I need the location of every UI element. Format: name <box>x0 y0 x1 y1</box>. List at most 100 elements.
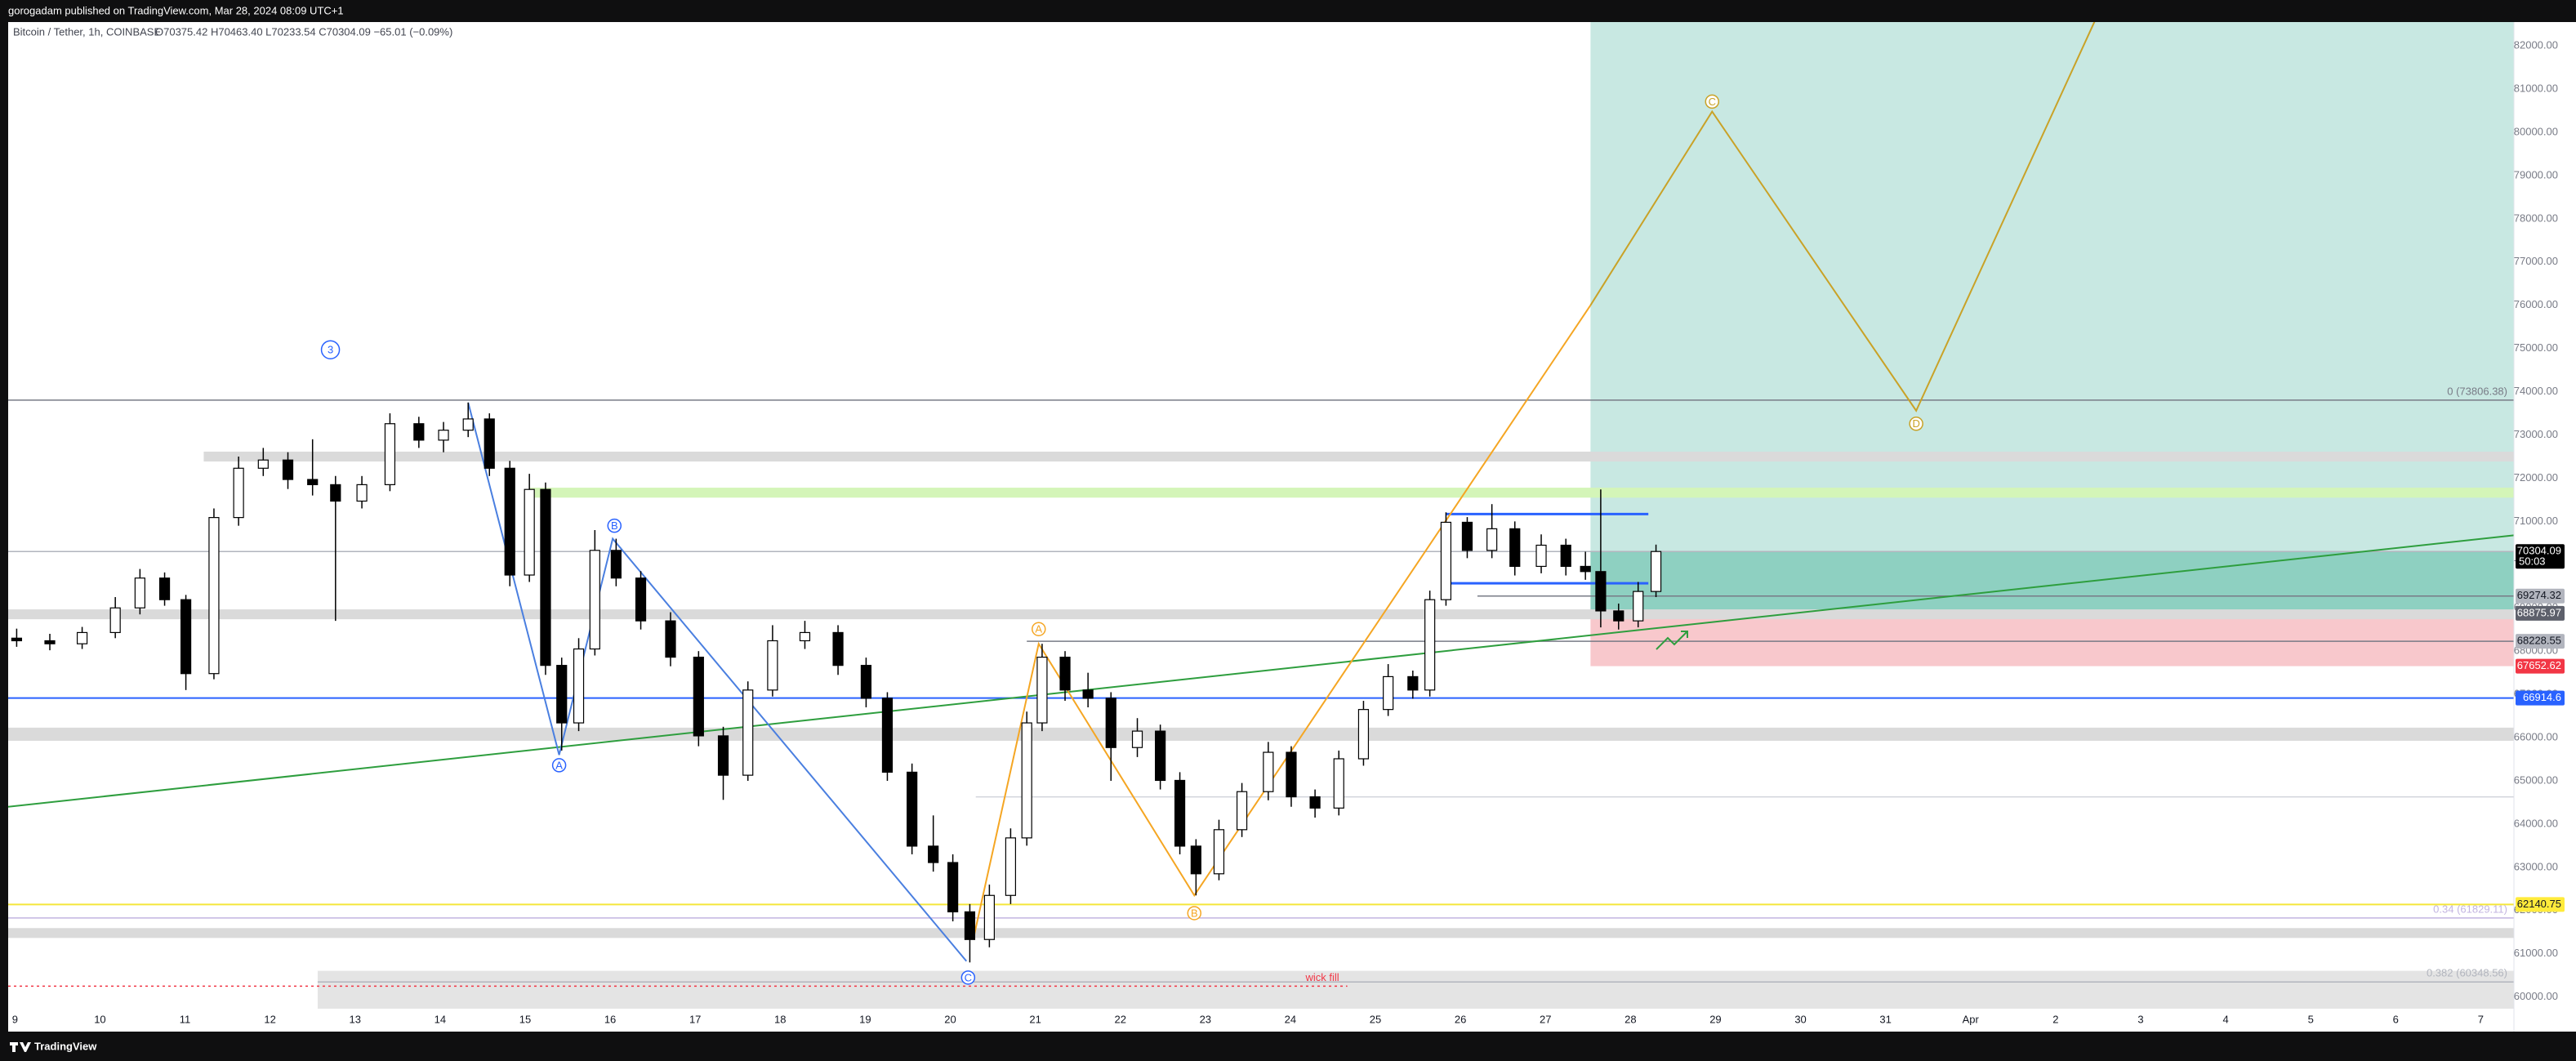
x-tick-label: 2 <box>2052 1013 2058 1025</box>
price-tag-label: 67652.62 <box>2517 659 2561 671</box>
candle-body <box>589 550 600 650</box>
candle-body <box>907 771 918 847</box>
candle-body <box>1535 544 1547 568</box>
x-tick-label: 19 <box>859 1013 871 1025</box>
wave-circle <box>1187 906 1202 921</box>
candle-body <box>665 620 676 658</box>
y-tick-label: 73000.00 <box>2514 428 2558 440</box>
candle-body <box>799 631 811 642</box>
plot: 0 (73806.38) 0.34 (61829.11) 0.382 (60348.… <box>8 22 2514 1009</box>
loss-zone <box>1590 613 2514 666</box>
candle-body <box>635 577 647 622</box>
y-tick-label: 81000.00 <box>2514 82 2558 94</box>
y-tick-label: 75000.00 <box>2514 341 2558 354</box>
wave-circle <box>320 340 341 359</box>
candle-body <box>1309 796 1321 809</box>
x-tick-label: 31 <box>1879 1013 1891 1025</box>
wave-circle <box>1705 94 1720 109</box>
x-tick-label: 23 <box>1200 1013 1211 1025</box>
zone-band <box>8 727 2514 741</box>
candle-body <box>413 423 425 441</box>
candle-body <box>1174 779 1186 847</box>
wave-label: D <box>1912 417 1919 430</box>
x-tick-label: 14 <box>435 1013 446 1025</box>
price-tag-label: 62140.75 <box>2517 898 2561 910</box>
wave-label: A <box>1035 623 1042 635</box>
y-tick-label: 74000.00 <box>2514 385 2558 397</box>
candle-body <box>282 459 294 480</box>
candle-body <box>1650 551 1662 592</box>
y-tick-label: 60000.00 <box>2514 990 2558 1002</box>
candle-body <box>540 488 551 666</box>
candle-body <box>1595 571 1607 612</box>
price-tag <box>2516 658 2565 674</box>
price-tag-timer: 50:03 <box>2519 555 2546 568</box>
price-tag <box>2516 605 2565 621</box>
candle-body <box>330 484 341 502</box>
candle-body <box>356 484 368 502</box>
candle-body <box>504 467 515 576</box>
x-tick-label: 27 <box>1540 1013 1551 1025</box>
candle-body <box>1263 751 1274 792</box>
y-tick-label: 78000.00 <box>2514 212 2558 224</box>
candle-body <box>1036 656 1048 724</box>
candle-body <box>832 631 844 666</box>
candle-body <box>767 640 778 691</box>
candle-body <box>881 698 894 773</box>
arrow <box>1656 631 1688 650</box>
x-tick-label: 30 <box>1794 1013 1806 1025</box>
byline: gorogadam published on TradingView.com, … <box>8 4 344 16</box>
x-tick-label: 12 <box>264 1013 275 1025</box>
price-tag <box>2516 588 2565 604</box>
y-tick-label: 71000.00 <box>2514 515 2558 527</box>
candle-body <box>947 862 959 912</box>
y-tick-label: 64000.00 <box>2514 817 2558 829</box>
candle-body <box>610 550 622 579</box>
y-tick-label: 61000.00 <box>2514 947 2558 959</box>
candle-body <box>1213 829 1225 875</box>
candle-body <box>11 637 23 642</box>
x-tick-label: 25 <box>1370 1013 1381 1025</box>
symbol: Bitcoin / Tether, 1h, COINBASE <box>13 25 161 38</box>
candle-body <box>524 488 535 576</box>
wave-label: C <box>965 971 972 983</box>
candle-body <box>1190 845 1201 875</box>
price-tag <box>2516 544 2565 569</box>
x-tick-label: 28 <box>1624 1013 1636 1025</box>
price-tag <box>2516 897 2565 912</box>
candle-body <box>1486 528 1498 551</box>
x-tick-label: 7 <box>2478 1013 2484 1025</box>
level-label: wick fill <box>1304 971 1339 983</box>
candle-body <box>1440 521 1452 600</box>
wave-circle <box>960 970 976 985</box>
y-tick-label: 82000.00 <box>2514 39 2558 51</box>
candle-body <box>1461 521 1473 551</box>
profit-zone <box>1590 22 2514 613</box>
zone-band <box>8 609 2514 620</box>
price-tag-label: 69274.32 <box>2517 589 2561 601</box>
ohlc: O70375.42 H70463.40 L70233.54 C70304.09 … <box>155 25 452 38</box>
y-tick-label: 63000.00 <box>2514 860 2558 872</box>
wave-label: B <box>611 519 618 532</box>
x-tick-label: 11 <box>180 1013 191 1025</box>
candle-body <box>384 423 396 485</box>
x-tick-label: 15 <box>519 1013 531 1025</box>
level-label: 0.34 (61829.11) <box>2433 903 2507 915</box>
candle-body <box>1383 675 1394 711</box>
candle-body <box>1105 698 1116 748</box>
x-tick-label: 9 <box>12 1013 18 1025</box>
candle-body <box>257 459 269 469</box>
x-tick-label: 18 <box>774 1013 786 1025</box>
trendline <box>1589 22 2096 412</box>
level-label: 0 (73806.38) <box>2447 385 2507 397</box>
zone-band <box>529 488 2514 498</box>
y-tick-label: 65000.00 <box>2514 773 2558 786</box>
x-tick-label: 13 <box>350 1013 361 1025</box>
candle-body <box>233 467 244 519</box>
open-profit <box>1590 551 2514 613</box>
y-tick-label: 77000.00 <box>2514 255 2558 267</box>
y-tick-label: 80000.00 <box>2514 125 2558 137</box>
x-tick-label: 4 <box>2222 1013 2228 1025</box>
